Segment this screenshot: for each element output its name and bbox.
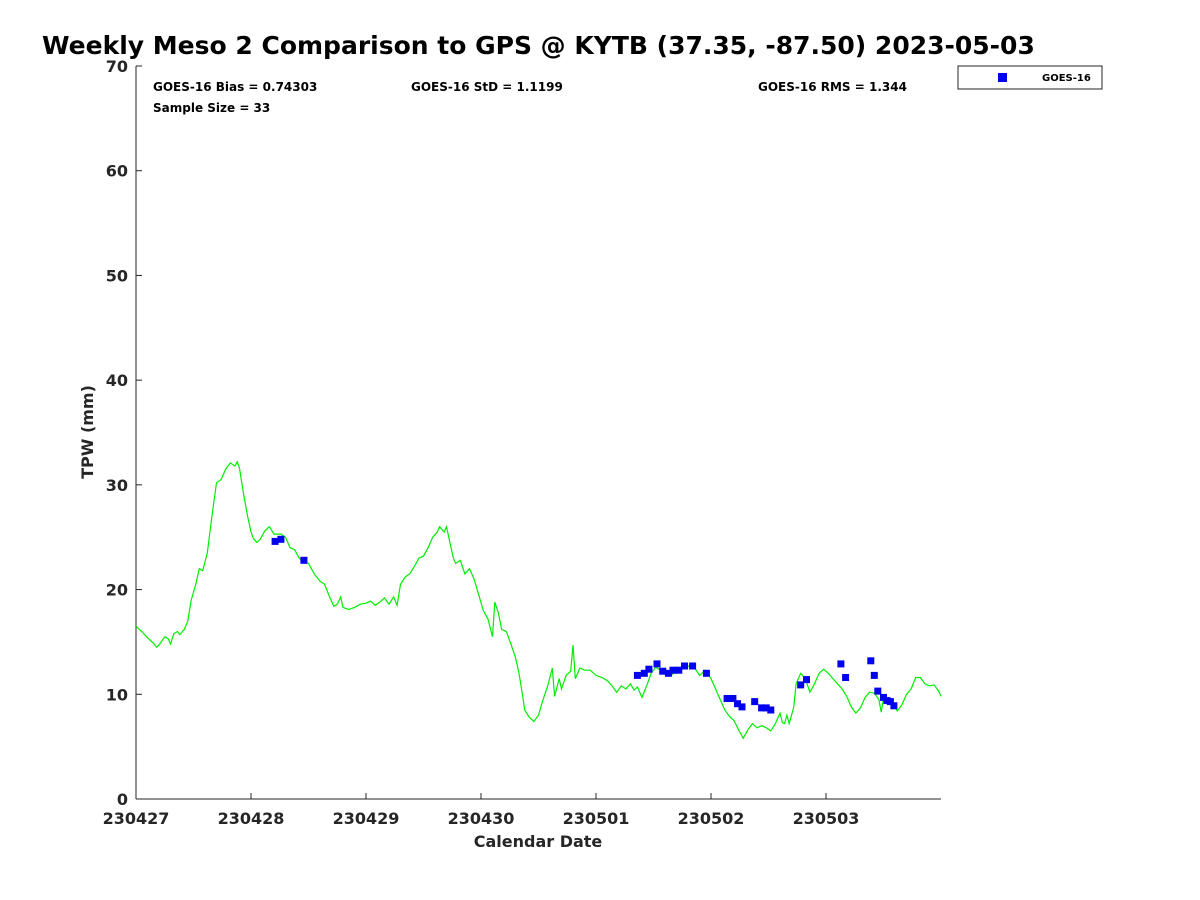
goes16-point (867, 657, 875, 665)
x-tick-label: 230429 (333, 809, 400, 828)
goes16-point (762, 704, 770, 712)
goes16-point (738, 703, 746, 711)
goes16-point (271, 537, 279, 545)
goes16-point (653, 660, 661, 668)
legend-marker-goes16 (998, 73, 1007, 82)
goes16-point (837, 660, 845, 668)
goes16-point (874, 687, 882, 695)
goes16-point (633, 671, 641, 679)
goes16-point (277, 535, 285, 543)
y-axis-label: TPW (mm) (78, 385, 97, 479)
legend: GOES-16 (957, 65, 1103, 90)
y-axis-ticks: 0 10 20 30 40 50 60 70 (106, 57, 142, 809)
y-tick-label: 60 (106, 162, 128, 181)
goes16-point (751, 698, 759, 706)
goes16-point (640, 669, 648, 677)
rms-stat: GOES-16 RMS = 1.344 (758, 80, 907, 94)
goes16-point (758, 704, 766, 712)
y-tick-label: 0 (117, 790, 128, 809)
bias-stat: GOES-16 Bias = 0.74303 (153, 80, 317, 94)
y-tick-label: 40 (106, 371, 128, 390)
goes16-point (803, 676, 810, 684)
goes16-point (890, 702, 898, 710)
goes16-point (300, 556, 308, 564)
y-tick-label: 10 (106, 685, 128, 704)
x-axis-label: Calendar Date (474, 832, 603, 851)
std-stat: GOES-16 StD = 1.1199 (411, 80, 563, 94)
y-tick-label: 50 (106, 266, 128, 285)
x-tick-label: 230502 (678, 809, 745, 828)
goes16-point (723, 695, 731, 702)
x-tick-label: 230501 (563, 809, 630, 828)
x-tick-label: 230430 (448, 809, 515, 828)
goes16-point (664, 669, 672, 677)
goes16-point (645, 665, 653, 673)
x-tick-label: 230427 (103, 809, 170, 828)
y-tick-label: 30 (106, 476, 128, 495)
goes16-point (689, 662, 697, 670)
goes16-point (767, 706, 775, 714)
y-tick-label: 70 (106, 57, 128, 76)
plot-area: 0 10 20 30 40 50 60 70 230427 230428 230429 230430… (103, 57, 942, 828)
sample-size-stat: Sample Size = 33 (153, 101, 270, 115)
x-tick-label: 230428 (218, 809, 285, 828)
goes16-point (681, 662, 688, 670)
goes16-point (870, 671, 878, 679)
goes16-point (842, 674, 850, 681)
chart-title: Weekly Meso 2 Comparison to GPS @ KYTB (… (42, 31, 1035, 60)
x-axis-ticks: 230427 230428 230429 230430 230501 230502 2305… (103, 793, 860, 828)
y-tick-label: 20 (106, 581, 128, 600)
goes16-point (675, 666, 683, 674)
goes16-point (702, 669, 710, 677)
goes16-point (734, 700, 741, 708)
legend-label-goes16: GOES-16 (1042, 73, 1091, 84)
x-tick-label: 230503 (793, 809, 860, 828)
gps-tpw-line (135, 460, 942, 740)
goes16-point (659, 667, 667, 675)
legend-box (957, 65, 1103, 90)
goes16-point (729, 695, 737, 702)
goes16-point (886, 698, 894, 706)
series-layer (135, 460, 942, 740)
goes16-point (669, 666, 677, 674)
goes16-point (797, 681, 805, 689)
